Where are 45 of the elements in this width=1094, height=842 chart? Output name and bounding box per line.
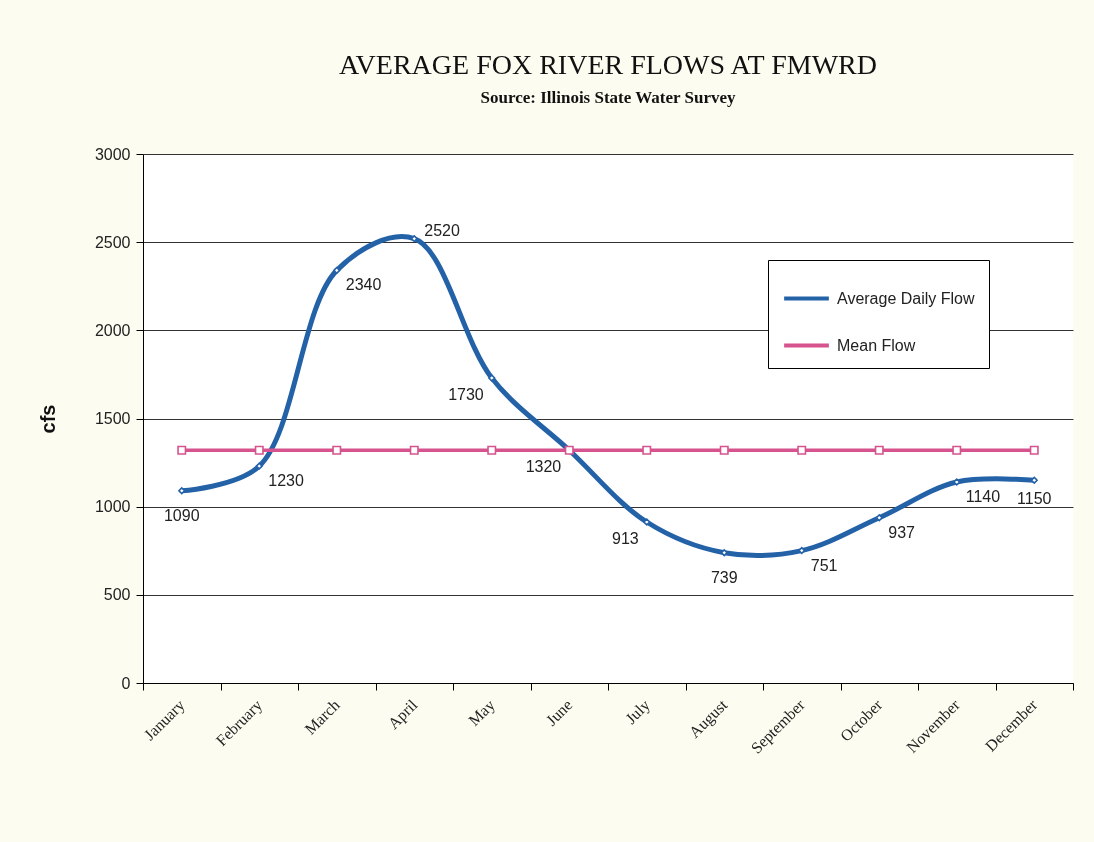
point bbox=[332, 445, 342, 455]
point bbox=[255, 462, 263, 470]
chart-subtitle: Source: Illinois State Water Survey bbox=[480, 88, 736, 107]
x-tick-label: June bbox=[542, 696, 576, 729]
y-tick-label: 2000 bbox=[94, 321, 131, 339]
point bbox=[720, 549, 728, 557]
data-label: 2340 bbox=[345, 276, 382, 294]
legend-label: Mean Flow bbox=[837, 336, 916, 354]
point bbox=[642, 445, 652, 455]
data-label: 2520 bbox=[424, 221, 460, 239]
x-tick-label: July bbox=[622, 696, 654, 728]
point bbox=[410, 235, 418, 243]
point bbox=[719, 445, 729, 455]
point bbox=[874, 445, 884, 455]
point bbox=[409, 445, 419, 455]
data-label: 1730 bbox=[448, 385, 484, 403]
point bbox=[643, 518, 651, 526]
data-label: 739 bbox=[710, 568, 738, 586]
data-label: 1230 bbox=[268, 472, 304, 490]
y-tick-label: 1000 bbox=[94, 498, 131, 516]
data-label: 913 bbox=[612, 530, 639, 548]
y-tick-label: 500 bbox=[103, 586, 131, 604]
data-label: 1150 bbox=[1017, 490, 1052, 508]
y-tick-label: 1500 bbox=[94, 410, 131, 427]
data-label: 937 bbox=[888, 523, 916, 541]
chart-title: AVERAGE FOX RIVER FLOWS AT FMWRD bbox=[338, 49, 878, 80]
point bbox=[488, 374, 496, 382]
point bbox=[1029, 445, 1039, 455]
data-label: 1140 bbox=[965, 487, 1001, 505]
data-label: 1320 bbox=[525, 458, 562, 476]
point bbox=[487, 445, 497, 455]
y-axis-title: cfs bbox=[36, 404, 59, 434]
point bbox=[875, 514, 883, 522]
point bbox=[177, 445, 187, 455]
point bbox=[333, 266, 341, 275]
data-label: 1090 bbox=[163, 506, 200, 524]
data-label: 751 bbox=[810, 556, 838, 574]
y-tick-label: 0 bbox=[121, 674, 131, 692]
y-tick-label: 3000 bbox=[94, 145, 131, 163]
point bbox=[797, 445, 807, 455]
point bbox=[952, 445, 962, 455]
y-tick-label: 2500 bbox=[94, 233, 131, 251]
x-tick-label: May bbox=[465, 696, 499, 730]
point bbox=[254, 445, 264, 455]
legend-label: Average Daily Flow bbox=[837, 289, 975, 307]
